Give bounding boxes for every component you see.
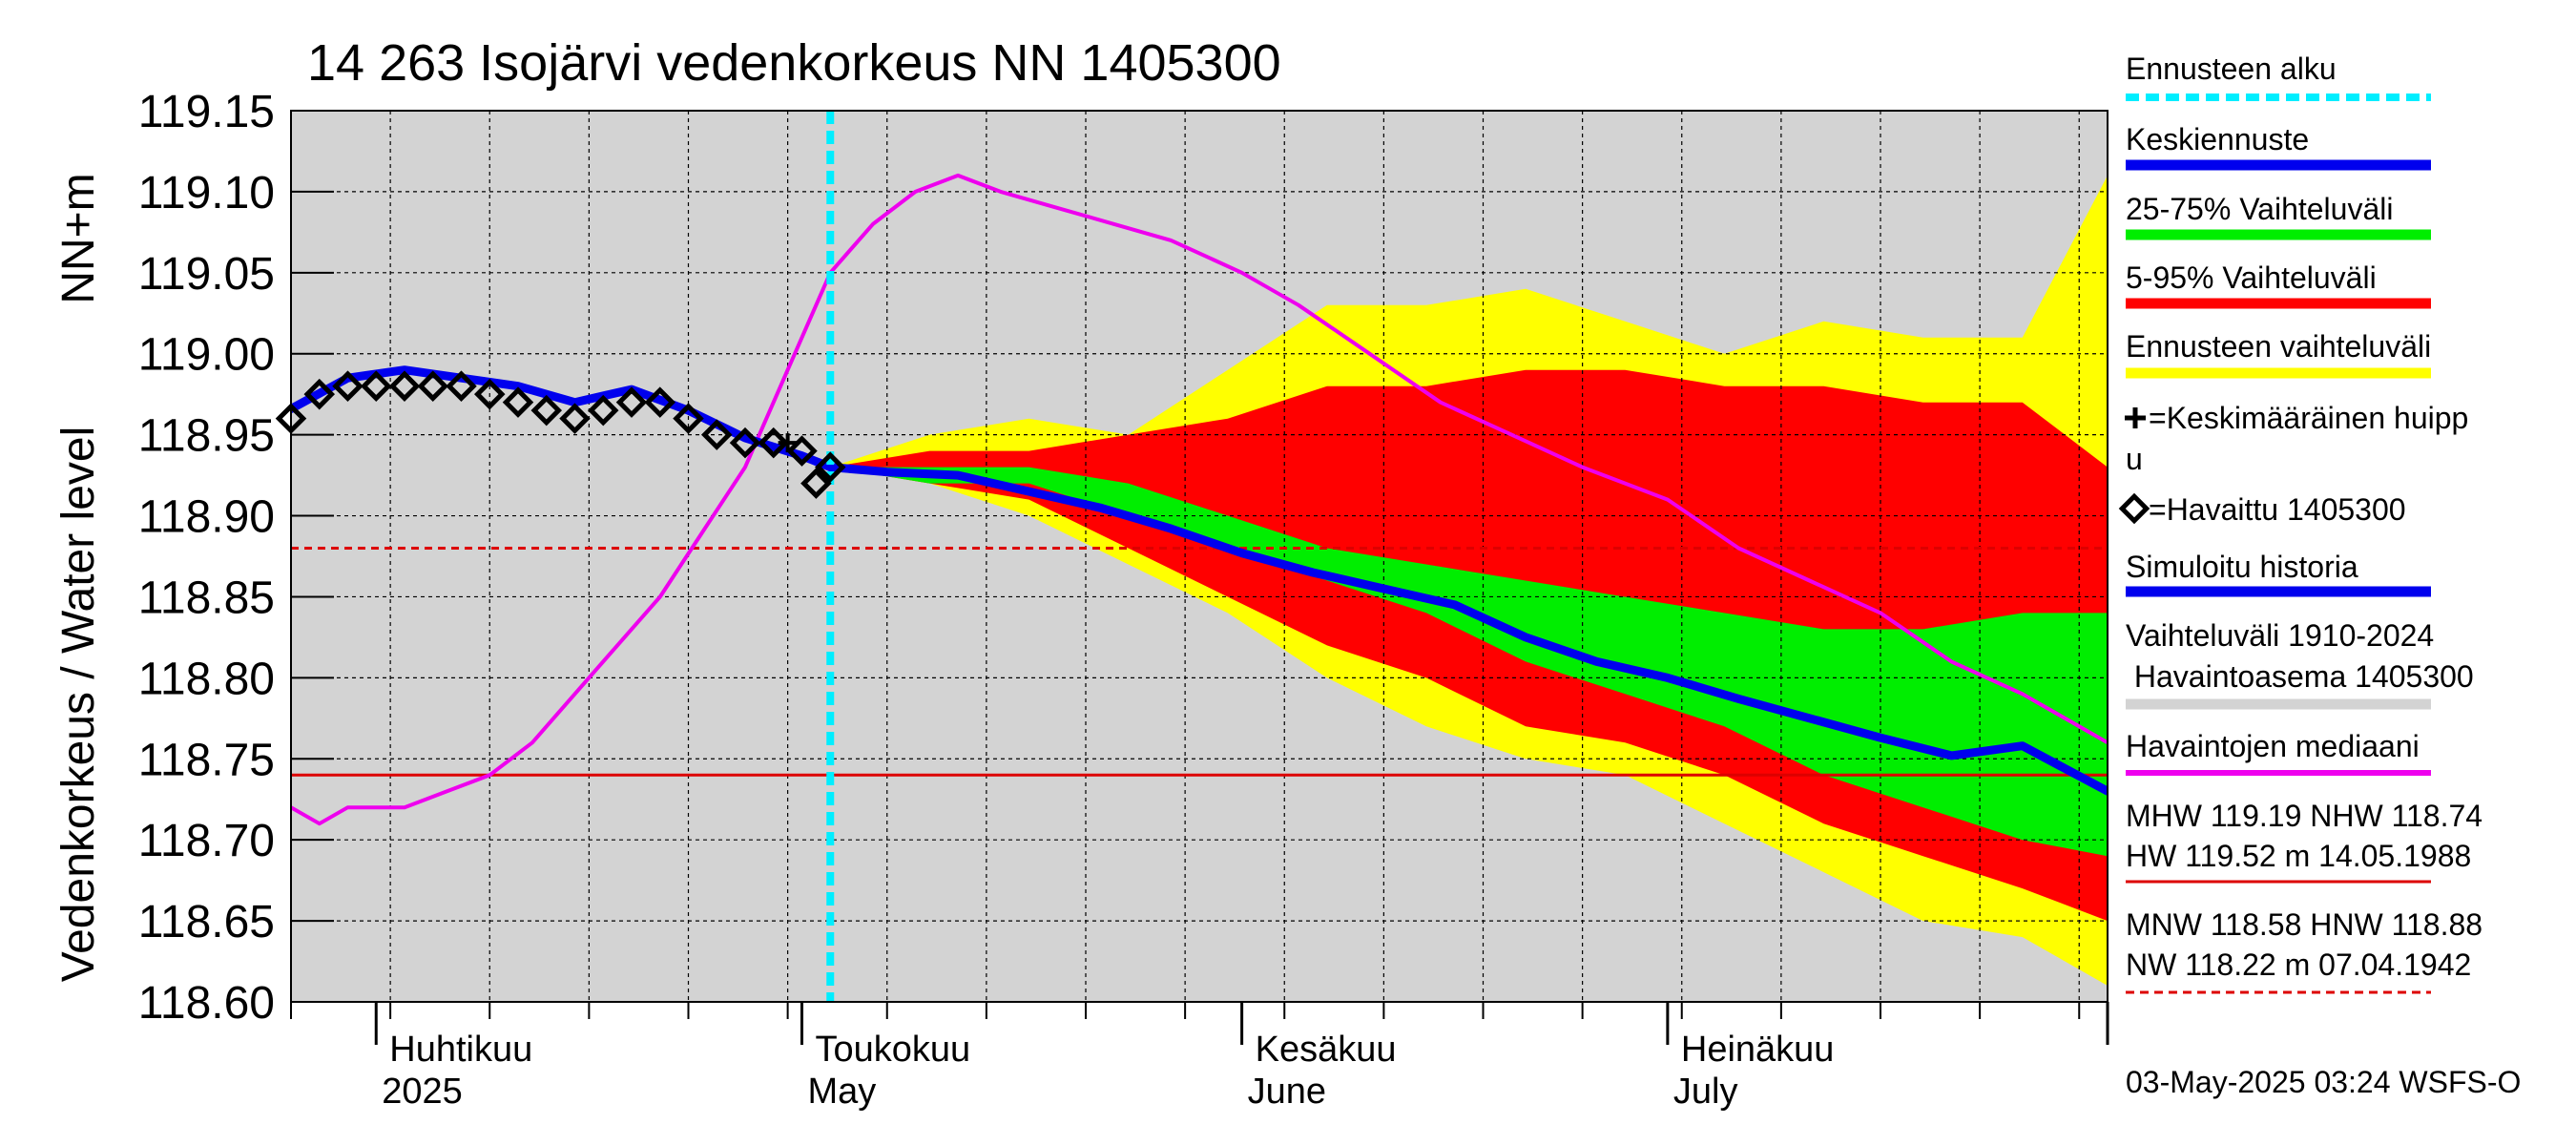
observed-point	[360, 370, 392, 402]
observed-point	[800, 468, 832, 499]
observed-point	[814, 451, 846, 483]
legend-mean-peak-label: =Keskimääräinen huipp	[2149, 401, 2468, 435]
y-axis-unit: NN+m	[53, 173, 104, 303]
legend-range-25-75-label: 25-75% Vaihteluväli	[2126, 192, 2393, 226]
observed-point	[303, 378, 336, 410]
x-month-label-fi: Huhtikuu	[389, 1030, 532, 1070]
legend-forecast-start-label: Ennusteen alku	[2126, 52, 2337, 86]
observed-point	[332, 370, 364, 402]
y-tick-label: 118.80	[138, 654, 275, 704]
y-tick-label: 118.75	[138, 735, 275, 785]
y-tick-label: 118.65	[138, 897, 275, 947]
x-month-label-en: 2025	[382, 1072, 463, 1112]
observed-point	[615, 386, 648, 418]
observed-point	[587, 394, 619, 427]
observed-point	[275, 403, 307, 434]
y-tick-label: 118.60	[138, 978, 275, 1029]
x-month-label-en: July	[1673, 1072, 1738, 1112]
legend-stats-nw: NW 118.22 m 07.04.1942	[2126, 947, 2471, 982]
y-axis-label: Vedenkorkeus / Water level	[53, 427, 104, 983]
chart-title: 14 263 Isojärvi vedenkorkeus NN 1405300	[307, 34, 1281, 92]
legend-stats-mnw: MNW 118.58 HNW 118.88	[2126, 907, 2483, 942]
observed-point	[446, 370, 477, 402]
legend-range-5-95-label: 5-95% Vaihteluväli	[2126, 260, 2377, 295]
observed-point	[644, 386, 676, 418]
legend-forecast-range-label: Ennusteen vaihteluväli	[2126, 329, 2431, 364]
mean-peak-marker	[778, 433, 798, 453]
observed-point	[530, 394, 563, 427]
observed-point	[417, 370, 449, 402]
footer-timestamp: 03-May-2025 03:24 WSFS-O	[2126, 1065, 2521, 1099]
axes: 118.60 118.65 118.70 118.75 118.80 118.85 118.…	[138, 87, 2109, 1112]
y-tick-label: 118.90	[138, 492, 275, 543]
observed-point	[729, 427, 761, 459]
y-tick-label: 119.05	[138, 249, 275, 300]
legend-simulated-label: Simuloitu historia	[2126, 550, 2358, 584]
y-tick-label: 119.10	[138, 168, 275, 219]
y-tick-label: 118.70	[138, 816, 275, 866]
x-month-label-fi: Kesäkuu	[1256, 1030, 1397, 1070]
observed-point	[673, 403, 704, 434]
legend-stats-hw: HW 119.52 m 14.05.1988	[2126, 839, 2471, 873]
legend-observed-marker	[2118, 492, 2150, 525]
observed-point	[473, 378, 506, 410]
y-tick-label: 119.15	[138, 87, 275, 137]
x-month-label-en: June	[1248, 1072, 1326, 1112]
legend-median-label: Havaintojen mediaani	[2126, 729, 2420, 763]
legend-historical-station-label: Havaintoasema 1405300	[2126, 659, 2474, 694]
y-tick-label: 118.85	[138, 572, 275, 623]
legend-stats-mhw: MHW 119.19 NHW 118.74	[2126, 799, 2483, 833]
observed-point	[502, 386, 534, 418]
observed-point	[559, 403, 591, 434]
legend-observed-label: =Havaittu 1405300	[2149, 492, 2406, 527]
legend: Ennusteen alku Keskiennuste 25-75% Vaiht…	[2118, 52, 2483, 994]
legend-mean-forecast-label: Keskiennuste	[2126, 122, 2309, 156]
y-tick-label: 119.00	[138, 330, 275, 381]
y-tick-label: 118.95	[138, 411, 275, 462]
x-month-label-fi: Toukokuu	[816, 1030, 971, 1070]
median-line	[291, 173, 2108, 826]
range-25-75-band	[830, 467, 2108, 857]
legend-historical-range-label: Vaihteluväli 1910-2024	[2126, 618, 2434, 653]
observed-point	[388, 370, 421, 402]
observed-point	[786, 435, 818, 467]
observed-point	[700, 419, 733, 450]
legend-mean-peak-marker	[2125, 407, 2146, 428]
plot-area	[275, 110, 2109, 1003]
x-month-label-fi: Heinäkuu	[1681, 1030, 1835, 1070]
observed-point	[758, 427, 790, 459]
plot-frame	[290, 110, 2109, 1003]
mean-forecast-line	[825, 463, 2108, 796]
legend-mean-peak-label-wrap: u	[2126, 442, 2143, 476]
x-month-label-en: May	[808, 1072, 877, 1112]
